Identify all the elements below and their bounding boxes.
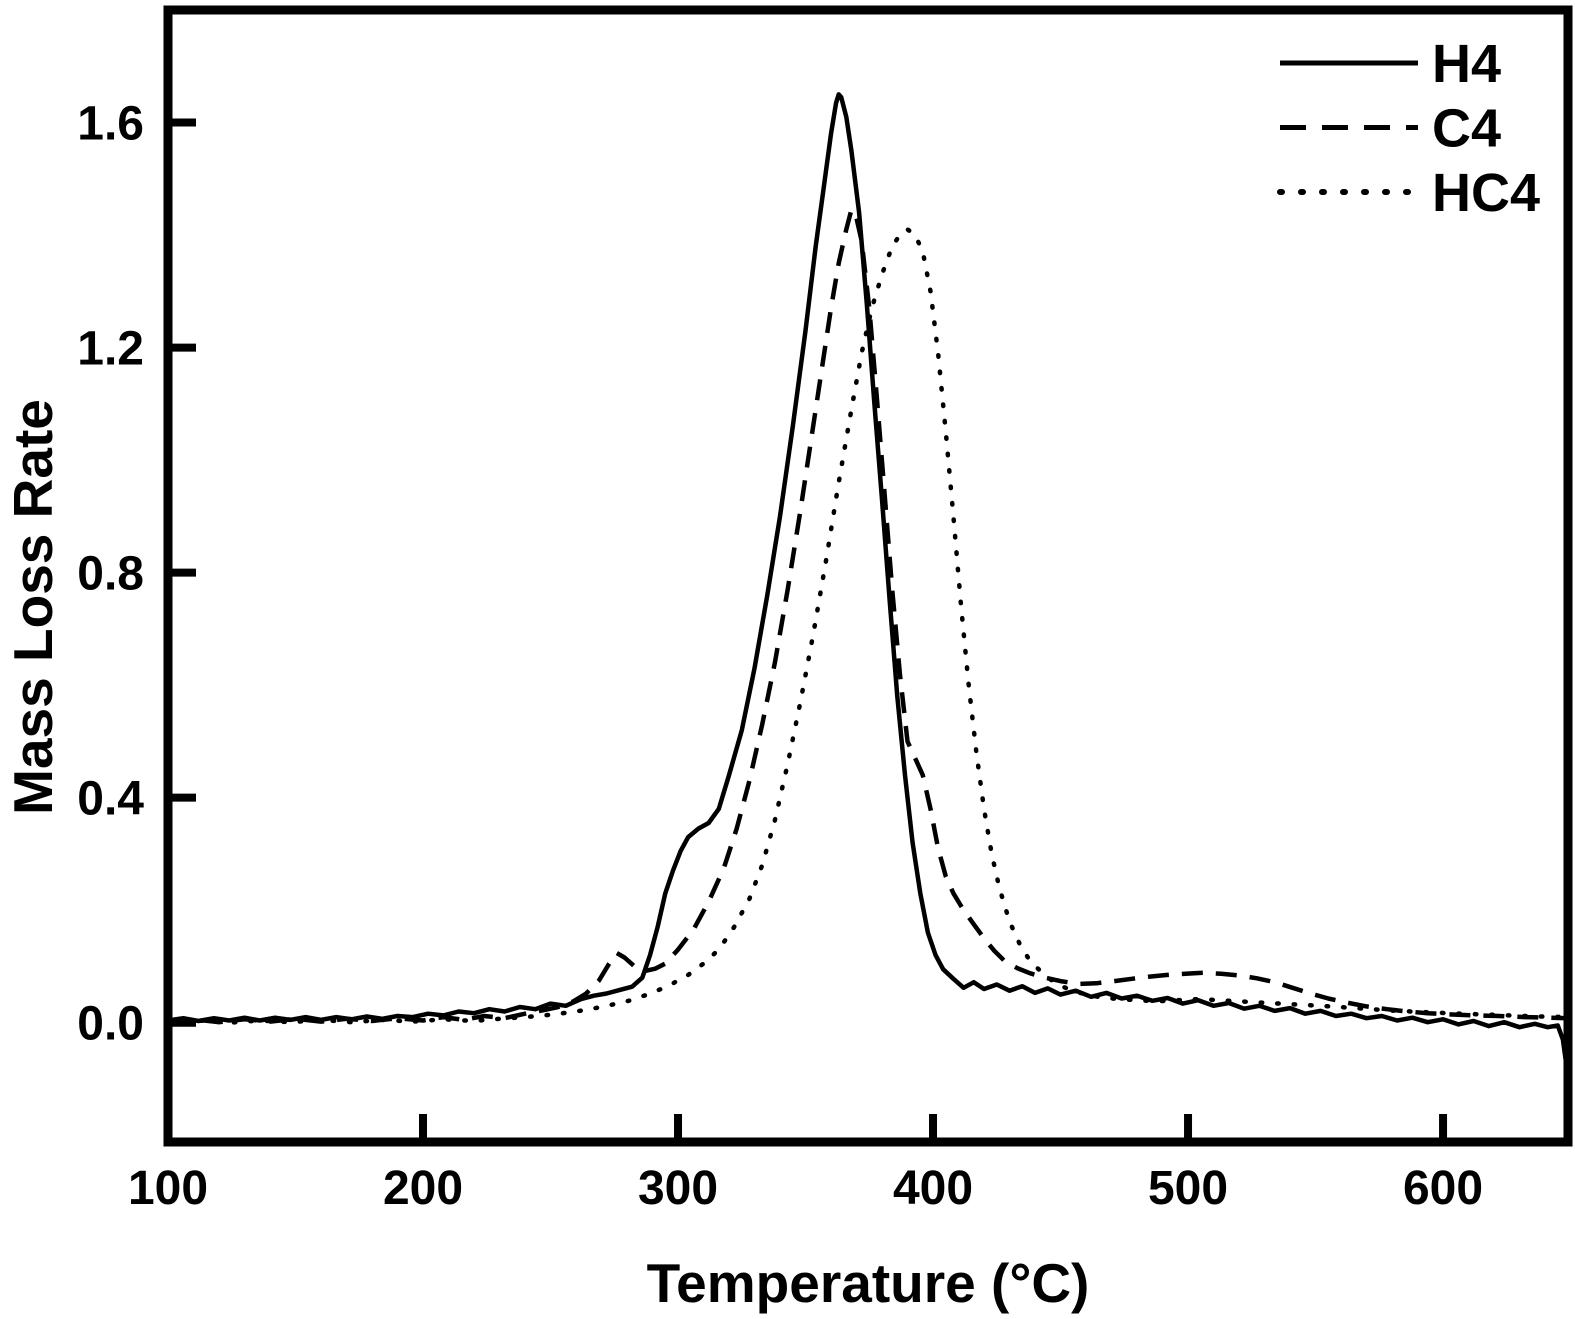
x-tick-label: 600 <box>1403 1162 1483 1215</box>
y-axis-title: Mass Loss Rate <box>2 399 64 815</box>
series-C4-line <box>167 207 1569 1025</box>
y-tick-label: 0.8 <box>77 548 144 601</box>
series-H4-line <box>167 92 1569 1069</box>
x-tick-label: 400 <box>893 1162 973 1215</box>
legend-label-H4: H4 <box>1432 34 1501 94</box>
y-tick-label: 1.2 <box>77 323 144 376</box>
y-tick-label: 1.6 <box>77 98 144 151</box>
x-tick-label: 500 <box>1148 1162 1228 1215</box>
y-tick-label: 0.4 <box>77 773 144 826</box>
series-HC4-line <box>165 227 1571 1025</box>
x-axis-title: Temperature (°C) <box>647 1252 1090 1314</box>
x-tick-label: 200 <box>383 1162 463 1215</box>
x-tick-label: 100 <box>128 1162 208 1215</box>
plot-frame <box>163 5 1573 1147</box>
legend-label-C4: C4 <box>1432 99 1501 159</box>
x-tick-label: 300 <box>638 1162 718 1215</box>
y-tick-label: 0.0 <box>77 998 144 1051</box>
legend-label-HC4: HC4 <box>1432 163 1540 223</box>
